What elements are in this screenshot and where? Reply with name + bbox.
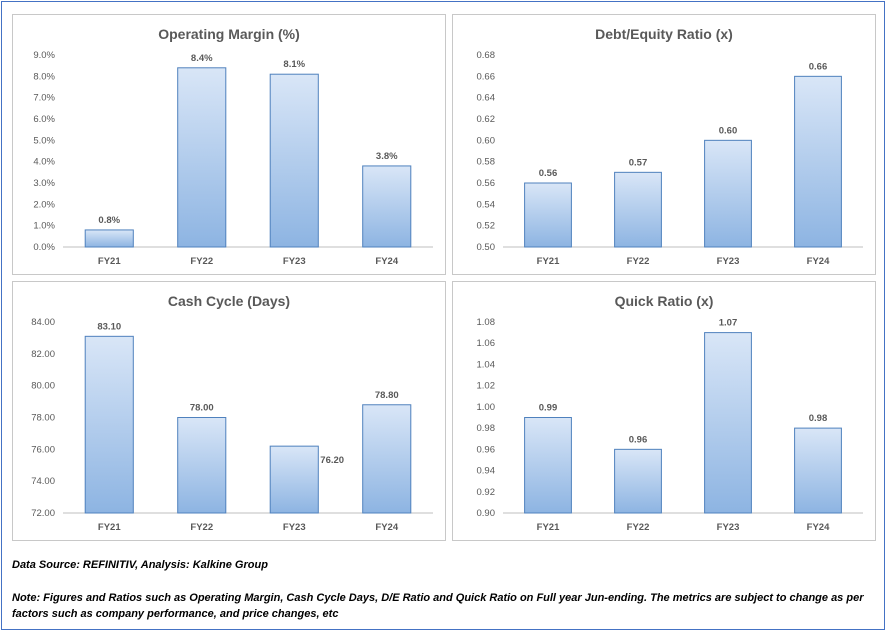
chart-panel-quick-ratio: Quick Ratio (x) 0.90 0.92 0.94 0.96 0.98 1.00 1… xyxy=(452,281,876,541)
y-tick-label: 6.0% xyxy=(33,114,55,125)
data-label: 76.20 xyxy=(320,455,344,466)
y-tick-label: 84.00 xyxy=(31,317,55,328)
data-label: 0.57 xyxy=(629,157,648,168)
chart-svg-quick-ratio: Quick Ratio (x) 0.90 0.92 0.94 0.96 0.98 1.00 1… xyxy=(477,293,863,533)
chart-svg-operating-margin: Operating Margin (%) 0.0% 1.0% 2.0% 3.0% 4.0%… xyxy=(33,26,433,267)
data-label: 78.80 xyxy=(375,390,399,401)
data-label: 8.4% xyxy=(191,53,213,64)
y-tick-label: 0.64 xyxy=(477,93,496,104)
chart-svg-debt-equity: Debt/Equity Ratio (x) 0.50 0.52 0.54 0.56 0.5… xyxy=(477,26,863,267)
x-tick-label: FY24 xyxy=(375,256,398,267)
y-tick-label: 4.0% xyxy=(33,157,55,168)
y-tick-label: 5.0% xyxy=(33,135,55,146)
y-tick-label: 0.92 xyxy=(477,487,496,498)
y-tick-label: 78.00 xyxy=(31,413,55,424)
y-tick-label: 3.0% xyxy=(33,178,55,189)
x-tick-label: FY24 xyxy=(375,522,398,533)
y-tick-label: 0.94 xyxy=(477,466,496,477)
x-tick-label: FY22 xyxy=(627,522,650,533)
y-tick-label: 1.0% xyxy=(33,221,55,232)
data-label: 8.1% xyxy=(283,59,305,70)
x-tick-label: FY22 xyxy=(627,256,650,267)
y-tick-label: 8.0% xyxy=(33,71,55,82)
chart-svg-cash-cycle: Cash Cycle (Days) 72.00 74.00 76.00 78.00 80.… xyxy=(31,293,433,533)
chart-title: Debt/Equity Ratio (x) xyxy=(595,26,733,42)
y-tick-label: 0.96 xyxy=(477,444,496,455)
data-label: 0.98 xyxy=(809,413,828,424)
bar-fy23 xyxy=(269,73,319,248)
data-label: 0.60 xyxy=(719,125,738,136)
y-tick-label: 0.66 xyxy=(477,71,496,82)
bar-fy22 xyxy=(614,448,662,514)
data-label: 0.96 xyxy=(629,434,648,445)
chart-panel-debt-equity: Debt/Equity Ratio (x) 0.50 0.52 0.54 0.56 0.5… xyxy=(452,14,876,275)
bar-fy23 xyxy=(269,445,319,514)
chart-panel-cash-cycle: Cash Cycle (Days) 72.00 74.00 76.00 78.00 80.… xyxy=(12,281,446,541)
bar-fy22 xyxy=(614,171,662,248)
y-tick-label: 0.58 xyxy=(477,157,496,168)
bar-fy24 xyxy=(362,404,412,514)
x-tick-label: FY22 xyxy=(190,256,213,267)
bar-fy24 xyxy=(362,165,412,248)
x-tick-label: FY21 xyxy=(98,522,121,533)
bar-fy21 xyxy=(84,335,134,514)
x-tick-label: FY23 xyxy=(283,522,306,533)
bar-fy24 xyxy=(794,75,842,248)
x-tick-label: FY21 xyxy=(537,522,560,533)
x-tick-label: FY21 xyxy=(98,256,121,267)
y-tick-label: 0.54 xyxy=(477,199,496,210)
y-tick-label: 0.90 xyxy=(477,508,496,519)
x-tick-label: FY22 xyxy=(190,522,213,533)
data-label: 83.10 xyxy=(97,321,121,332)
y-tick-label: 82.00 xyxy=(31,349,55,360)
y-tick-label: 80.00 xyxy=(31,381,55,392)
chart-title: Operating Margin (%) xyxy=(158,26,300,42)
chart-panel-operating-margin: Operating Margin (%) 0.0% 1.0% 2.0% 3.0% 4.0%… xyxy=(12,14,446,275)
y-tick-label: 74.00 xyxy=(31,476,55,487)
x-tick-label: FY21 xyxy=(537,256,560,267)
chart-title: Quick Ratio (x) xyxy=(615,293,714,309)
data-label: 1.07 xyxy=(719,318,738,329)
bar-fy21 xyxy=(84,229,134,248)
bar-fy23 xyxy=(704,332,752,514)
y-tick-label: 7.0% xyxy=(33,93,55,104)
chart-title: Cash Cycle (Days) xyxy=(168,293,290,309)
x-tick-label: FY23 xyxy=(717,522,740,533)
y-tick-label: 1.00 xyxy=(477,402,496,413)
y-tick-label: 0.56 xyxy=(477,178,496,189)
bar-fy21 xyxy=(524,182,572,248)
bar-fy23 xyxy=(704,139,752,248)
y-tick-label: 0.0% xyxy=(33,242,55,253)
x-tick-label: FY24 xyxy=(807,256,830,267)
data-label: 0.99 xyxy=(539,403,558,414)
bar-fy21 xyxy=(524,417,572,514)
disclaimer-note: Note: Figures and Ratios such as Operati… xyxy=(12,592,864,620)
x-tick-label: FY24 xyxy=(807,522,830,533)
y-tick-label: 72.00 xyxy=(31,508,55,519)
y-tick-label: 0.60 xyxy=(477,135,496,146)
y-tick-label: 1.04 xyxy=(477,359,496,370)
y-tick-label: 9.0% xyxy=(33,50,55,61)
y-tick-label: 1.08 xyxy=(477,317,496,328)
y-tick-label: 0.52 xyxy=(477,221,496,232)
y-tick-label: 0.62 xyxy=(477,114,496,125)
data-label: 0.8% xyxy=(98,215,120,226)
y-tick-label: 2.0% xyxy=(33,199,55,210)
data-source-note: Data Source: REFINITIV, Analysis: Kalkin… xyxy=(12,559,268,571)
y-tick-label: 0.50 xyxy=(477,242,496,253)
bar-fy24 xyxy=(794,427,842,514)
y-tick-label: 1.06 xyxy=(477,338,496,349)
data-label: 0.56 xyxy=(539,168,558,179)
x-tick-label: FY23 xyxy=(717,256,740,267)
bar-fy22 xyxy=(177,417,227,514)
data-label: 3.8% xyxy=(376,151,398,162)
data-label: 78.00 xyxy=(190,403,214,414)
y-tick-label: 0.68 xyxy=(477,50,496,61)
bar-fy22 xyxy=(177,67,227,248)
data-label: 0.66 xyxy=(809,61,828,72)
y-tick-label: 76.00 xyxy=(31,444,55,455)
y-tick-label: 1.02 xyxy=(477,381,496,392)
x-tick-label: FY23 xyxy=(283,256,306,267)
y-tick-label: 0.98 xyxy=(477,423,496,434)
